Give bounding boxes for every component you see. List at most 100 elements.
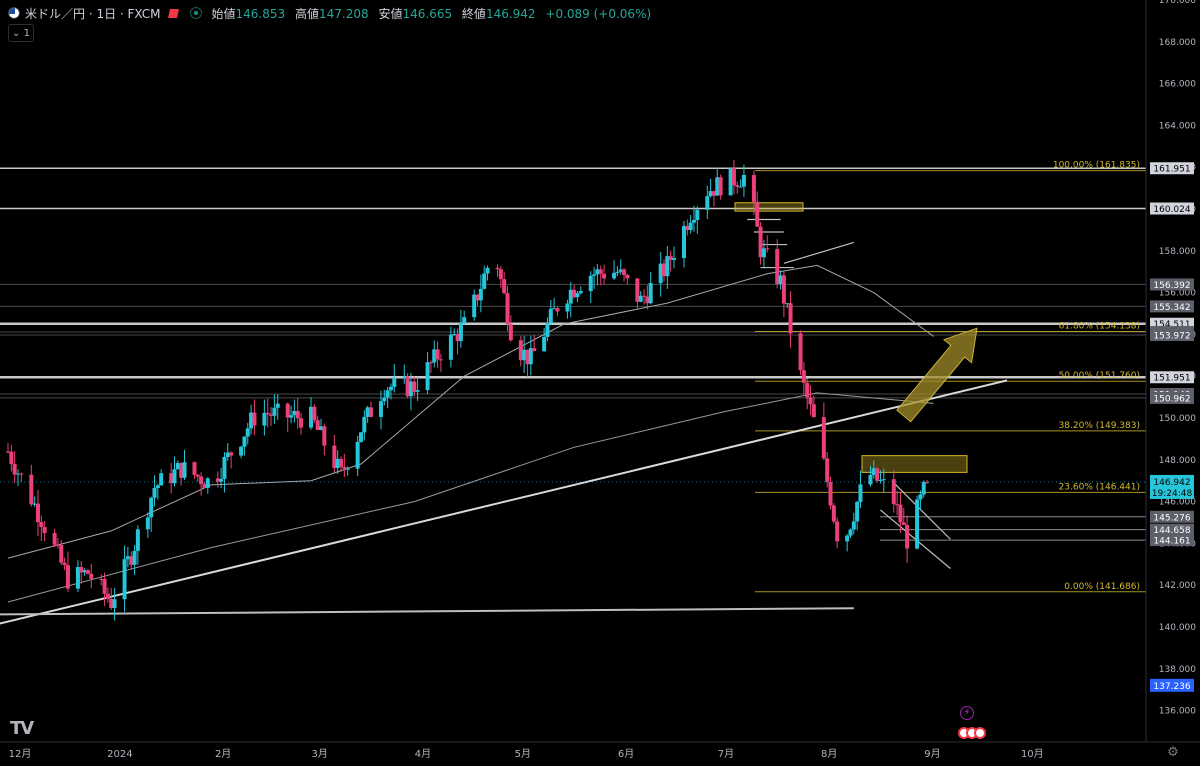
trend-line [0,379,1008,625]
candle [219,478,224,482]
candle [525,349,530,365]
close-label: 終値 [461,6,486,21]
candle [125,556,130,560]
candle [638,295,643,302]
candle [755,201,760,227]
candle [895,504,900,506]
candle [685,226,690,231]
candle [711,191,716,196]
candle [635,278,640,302]
candle [695,209,700,221]
candle [485,267,490,274]
candle [871,468,876,476]
price-label: 156.392 [1153,281,1190,291]
price-tick-label: 150.000 [1159,414,1196,424]
candle [448,334,453,360]
candle [292,410,297,416]
candle [309,406,314,428]
current-price-label: 146.942 [1153,478,1190,488]
candle [335,458,340,469]
gear-icon[interactable]: ⚙ [1167,745,1179,760]
candle [458,323,463,342]
candle [149,497,154,518]
drawing-line [783,241,854,264]
close-value: 146.942 [485,6,536,21]
price-label-box [1150,300,1194,313]
time-tick-label: 10月 [1021,748,1044,760]
lightning-icon[interactable]: ⚡ [960,706,974,720]
price-label: 161.951 [1153,165,1190,175]
candle [35,503,40,523]
high-value: 147.208 [319,6,369,21]
candle [285,403,290,418]
candle [811,404,816,418]
candle [472,294,477,318]
candle [691,220,696,223]
candle [848,529,853,536]
candle [618,269,623,272]
price-tick-label: 138.000 [1159,665,1196,675]
candle [788,303,793,334]
candle [289,415,294,418]
price-tick-label: 136.000 [1159,707,1196,717]
candle [425,362,430,391]
symbol-title[interactable]: 米ドル／円 · 1日 · FXCM [25,6,161,21]
low-label: 安値 [378,6,403,21]
candle [588,275,593,292]
candle [875,468,880,481]
ohlc-values: 始値146.853 高値147.208 安値146.665 終値146.942 … [212,5,652,22]
candle [478,288,483,301]
candle [295,410,300,419]
price-axis: 136.000138.000140.000142.000144.000146.0… [1145,0,1196,742]
open-label: 始値 [211,6,236,21]
candle [475,294,480,301]
candle [855,501,860,522]
candle [578,291,583,294]
candle [129,556,134,565]
candle [242,436,247,447]
supply-zone [734,202,804,212]
candle [828,481,833,506]
price-label-box [1150,162,1194,175]
candle [109,598,114,609]
candle [245,428,250,437]
candle [825,458,830,482]
collapse-legend-button[interactable]: ⌄ 1 [8,24,34,42]
price-label: 153.972 [1153,332,1190,342]
candle [79,567,84,573]
countdown-label: 19:24:48 [1152,489,1193,499]
candle [735,185,740,187]
candle [625,274,630,279]
candle [412,381,417,392]
price-label: 144.658 [1153,526,1190,536]
candles [6,160,930,621]
candle [858,484,863,502]
candle [681,226,686,259]
candle [532,348,537,352]
candle [518,340,523,361]
time-tick-label: 3月 [312,748,328,760]
candle [299,418,304,428]
candle [345,468,350,470]
candle [82,570,87,573]
candle [778,275,783,285]
candle [155,485,160,489]
us-flag-icon[interactable] [958,727,992,739]
candle [781,275,786,304]
price-label: 151.951 [1153,374,1190,384]
price-label-box [1150,371,1194,384]
price-tick-label: 146.000 [1159,498,1196,508]
candle [555,308,560,312]
candle [32,503,37,505]
candle [112,599,117,609]
candle [751,174,756,202]
candle [368,407,373,417]
candle [175,462,180,470]
candle [65,565,70,589]
candle [898,504,903,523]
candle [851,521,856,530]
candle [462,317,467,324]
time-tick-label: 7月 [718,748,734,760]
